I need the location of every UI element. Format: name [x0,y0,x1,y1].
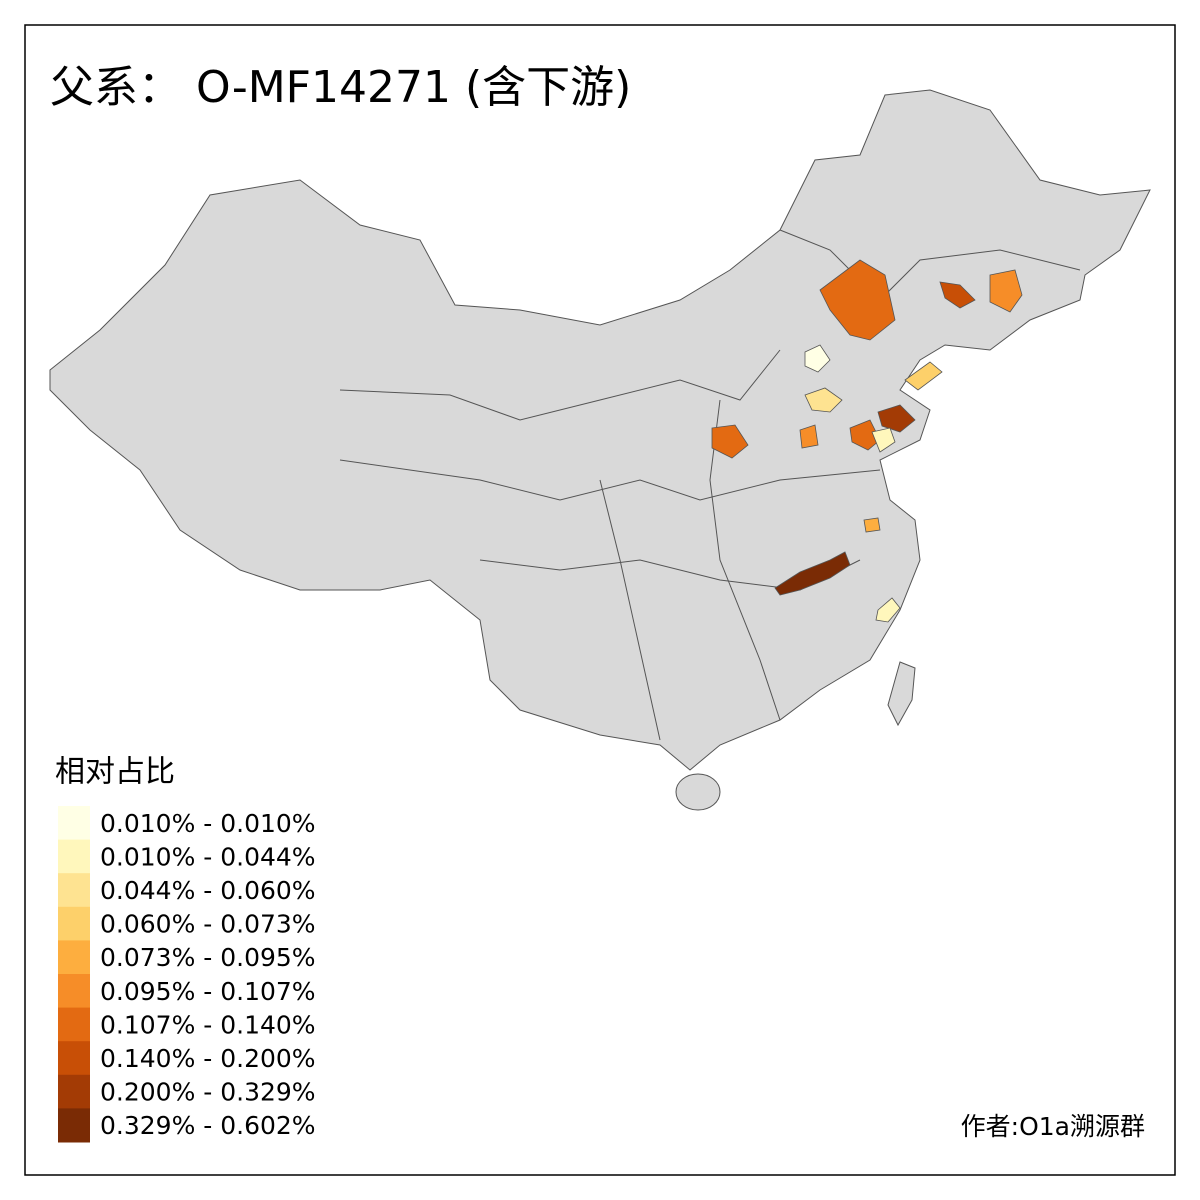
legend: 0.010% - 0.010% 0.010% - 0.044% 0.044% - 0… [58,806,316,1143]
region [819,259,896,341]
legend-label: 0.107% - 0.140% [100,1010,316,1039]
legend-swatch [58,1074,90,1109]
region [904,361,943,391]
region [875,597,901,623]
region [804,387,843,413]
legend-swatch [58,1108,90,1143]
legend-label: 0.140% - 0.200% [100,1044,316,1073]
legend-swatch [58,1007,90,1042]
map [49,89,1151,811]
region [711,424,749,459]
legend-label: 0.010% - 0.044% [100,842,316,871]
border [599,479,661,741]
legend-label: 0.073% - 0.095% [100,943,316,972]
author: 作者:O1a溯源群 [961,1112,1145,1141]
taiwan [887,661,916,727]
legend-swatch [58,806,90,841]
region [799,424,819,449]
region [877,404,916,433]
legend-label: 0.010% - 0.010% [100,809,316,838]
region [863,517,881,533]
region [804,344,831,373]
region [774,551,851,596]
border [339,459,881,501]
hainan [675,773,721,811]
legend-swatch [58,839,90,874]
region [989,269,1023,313]
legend-swatch [58,974,90,1009]
legend-label: 0.095% - 0.107% [100,977,316,1006]
legend-swatch [58,940,90,975]
legend-swatch [58,873,90,908]
region [871,427,896,453]
legend-swatch [58,1041,90,1076]
border [709,399,781,721]
region [849,419,881,451]
legend-swatch [58,906,90,941]
legend-label: 0.329% - 0.602% [100,1111,316,1140]
legend-label: 0.060% - 0.073% [100,910,316,939]
border [779,229,1081,301]
mainland [49,89,1151,771]
legend-label: 0.200% - 0.329% [100,1078,316,1107]
border [339,349,781,421]
region [939,281,976,309]
legend-label: 0.044% - 0.060% [100,876,316,905]
title: 父系： O-MF14271 (含下游) [50,62,631,113]
legend-title: 相对占比 [55,755,175,790]
